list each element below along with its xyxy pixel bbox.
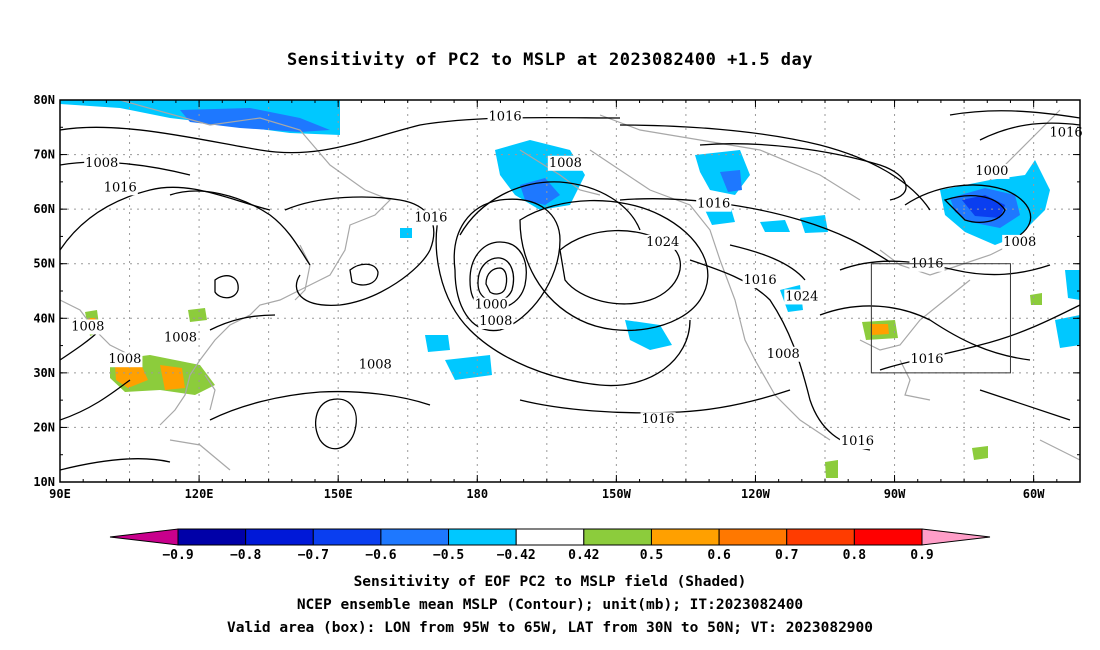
lon-tick-label: 60W bbox=[1023, 487, 1045, 501]
contour-label: 1000 bbox=[975, 164, 1008, 179]
lat-tick-label: 70N bbox=[33, 148, 55, 162]
colorbar-label: −0.6 bbox=[365, 548, 396, 563]
lon-tick-label: 120W bbox=[741, 487, 771, 501]
colorbar-label: 0.7 bbox=[775, 548, 798, 563]
colorbar-segment bbox=[312, 528, 382, 546]
colorbar-label: 0.5 bbox=[640, 548, 663, 563]
colorbar-segment bbox=[583, 528, 652, 546]
colorbar-label: 0.8 bbox=[843, 548, 867, 563]
colorbar-high-arrow bbox=[921, 528, 991, 546]
contour-label: 1008 bbox=[1003, 235, 1036, 250]
colorbar-segment bbox=[718, 528, 788, 546]
contour-label: 1008 bbox=[479, 314, 512, 329]
contour-label: 1016 bbox=[1050, 126, 1083, 141]
contour-label: 1008 bbox=[108, 352, 141, 367]
colorbar-segment bbox=[245, 528, 314, 546]
colorbar-segment bbox=[177, 528, 247, 546]
lat-tick-label: 50N bbox=[33, 257, 55, 271]
caption-line-1: Sensitivity of EOF PC2 to MSLP field (Sh… bbox=[353, 574, 747, 590]
lat-tick-label: 10N bbox=[33, 475, 55, 489]
contour-label: 1008 bbox=[549, 156, 582, 171]
contour-label: 1016 bbox=[489, 109, 522, 124]
colorbar-label: −0.7 bbox=[298, 548, 329, 563]
colorbar-label: 0.42 bbox=[568, 548, 599, 563]
colorbar-label: −0.42 bbox=[497, 548, 536, 563]
lat-tick-label: 40N bbox=[33, 311, 55, 325]
colorbar: −0.9 −0.8 −0.7 −0.6 −0.5 −0.42 0.42 0.5 0.6 0.7 0.… bbox=[109, 528, 991, 563]
contour-label: 1000 bbox=[475, 298, 508, 313]
lat-tick-label: 60N bbox=[33, 202, 55, 216]
contour-label: 1008 bbox=[767, 347, 800, 362]
lon-tick-label: 120E bbox=[185, 487, 214, 501]
contour-label: 1008 bbox=[164, 330, 197, 345]
contour-label: 1024 bbox=[785, 289, 818, 304]
plot-title: Sensitivity of PC2 to MSLP at 2023082400… bbox=[286, 50, 813, 70]
lat-tick-label: 80N bbox=[33, 93, 55, 107]
caption-line-3: Valid area (box): LON from 95W to 65W, L… bbox=[226, 620, 873, 636]
colorbar-label: −0.8 bbox=[230, 548, 261, 563]
lat-tick-label: 20N bbox=[33, 420, 55, 434]
colorbar-segment bbox=[853, 528, 923, 546]
contour-label: 1016 bbox=[744, 273, 777, 288]
gridlines bbox=[60, 100, 1080, 482]
contour-label: 1008 bbox=[359, 358, 392, 373]
colorbar-low-arrow bbox=[109, 528, 179, 546]
colorbar-label: 0.9 bbox=[910, 548, 933, 563]
contour-label: 1016 bbox=[697, 197, 730, 212]
lon-tick-label: 90W bbox=[884, 487, 906, 501]
lat-tick-label: 30N bbox=[33, 366, 55, 380]
colorbar-label: −0.9 bbox=[162, 548, 193, 563]
lon-tick-label: 150E bbox=[324, 487, 353, 501]
lon-tick-label: 180 bbox=[466, 487, 488, 501]
lon-tick-label: 90E bbox=[49, 487, 71, 501]
contour-label: 1016 bbox=[104, 180, 137, 195]
colorbar-segment bbox=[515, 528, 585, 546]
valid-area-box bbox=[870, 263, 1011, 374]
colorbar-segment bbox=[448, 528, 517, 546]
caption-line-2: NCEP ensemble mean MSLP (Contour); unit(… bbox=[296, 597, 804, 613]
colorbar-segment bbox=[786, 528, 855, 546]
contour-label: 1016 bbox=[414, 210, 447, 225]
contour-label: 1016 bbox=[910, 352, 943, 367]
contour-label: 1008 bbox=[71, 319, 104, 334]
contour-label: 1024 bbox=[646, 235, 679, 250]
colorbar-segment bbox=[650, 528, 720, 546]
contour-label: 1008 bbox=[85, 156, 118, 171]
colorbar-segment bbox=[380, 528, 450, 546]
contour-label: 1016 bbox=[642, 412, 675, 427]
lon-tick-label: 150W bbox=[602, 487, 632, 501]
contour-label: 1016 bbox=[841, 434, 874, 449]
colorbar-label: −0.5 bbox=[433, 548, 464, 563]
colorbar-label: 0.6 bbox=[707, 548, 731, 563]
